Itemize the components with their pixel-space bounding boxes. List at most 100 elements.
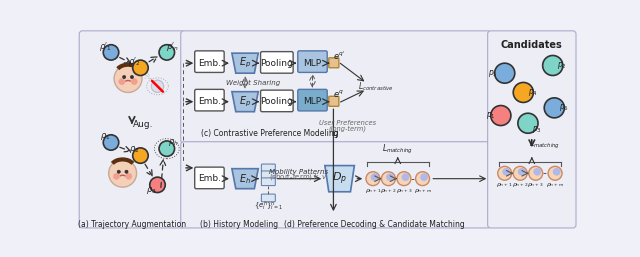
Text: $\rho_{n+3}$: $\rho_{n+3}$: [396, 187, 412, 195]
Circle shape: [415, 172, 429, 186]
Text: $p_6$: $p_6$: [559, 102, 568, 113]
FancyBboxPatch shape: [195, 51, 224, 72]
Text: (b) History Modeling: (b) History Modeling: [200, 221, 278, 230]
Text: $E_h$: $E_h$: [239, 172, 251, 186]
Text: (d) Preference Decoding & Candidate Matching: (d) Preference Decoding & Candidate Matc…: [284, 221, 465, 230]
Circle shape: [513, 166, 527, 180]
Text: MLP: MLP: [303, 97, 321, 106]
Text: $L_{matching}$: $L_{matching}$: [382, 143, 413, 156]
Text: Weight Sharing: Weight Sharing: [226, 80, 280, 86]
Text: $p_5$: $p_5$: [488, 68, 498, 79]
Circle shape: [132, 60, 148, 76]
Circle shape: [150, 177, 165, 192]
Text: $e^{q'}$: $e^{q'}$: [333, 49, 346, 62]
Circle shape: [113, 173, 120, 179]
Text: $p_4$: $p_4$: [527, 87, 538, 98]
Circle shape: [371, 173, 378, 181]
Polygon shape: [232, 169, 259, 189]
Text: $E_p$: $E_p$: [239, 56, 251, 70]
FancyBboxPatch shape: [260, 90, 293, 112]
Text: $\rho_{n+m}$: $\rho_{n+m}$: [546, 181, 564, 189]
Circle shape: [114, 65, 142, 93]
Circle shape: [366, 172, 380, 186]
Text: $p_2$: $p_2$: [557, 60, 567, 71]
Text: $\rho_{n+2}$: $\rho_{n+2}$: [512, 181, 529, 189]
Polygon shape: [325, 166, 355, 192]
FancyBboxPatch shape: [195, 89, 224, 111]
Text: Pooling: Pooling: [260, 97, 293, 106]
FancyBboxPatch shape: [261, 194, 275, 202]
Circle shape: [119, 79, 125, 85]
Circle shape: [402, 173, 410, 181]
FancyBboxPatch shape: [261, 178, 275, 186]
Text: $L_{matching}$: $L_{matching}$: [529, 138, 561, 151]
Text: (long-term): (long-term): [328, 125, 366, 132]
Text: Emb.: Emb.: [198, 59, 221, 68]
Text: Candidates: Candidates: [501, 40, 563, 50]
Text: $p_3$: $p_3$: [532, 124, 542, 135]
Circle shape: [498, 166, 511, 180]
Circle shape: [125, 173, 132, 179]
Circle shape: [123, 76, 125, 79]
Circle shape: [533, 168, 541, 176]
Circle shape: [386, 173, 394, 181]
Text: (short-term) $k,v$: (short-term) $k,v$: [269, 172, 328, 182]
Circle shape: [553, 168, 561, 176]
Text: $D_p$: $D_p$: [332, 170, 347, 187]
Circle shape: [491, 106, 511, 126]
Circle shape: [495, 63, 515, 83]
Text: $\rho_{n+1}$: $\rho_{n+1}$: [365, 187, 381, 195]
Text: $\rho_1$: $\rho_1$: [100, 131, 110, 142]
FancyBboxPatch shape: [329, 96, 339, 106]
FancyBboxPatch shape: [260, 52, 293, 73]
Circle shape: [502, 168, 510, 176]
FancyBboxPatch shape: [180, 31, 491, 143]
Circle shape: [529, 166, 543, 180]
Text: (c) Contrastive Preference Modeling: (c) Contrastive Preference Modeling: [201, 129, 339, 138]
Text: Pooling: Pooling: [260, 59, 293, 68]
FancyBboxPatch shape: [79, 31, 184, 228]
Text: $q$: $q$: [332, 129, 339, 140]
Circle shape: [518, 168, 525, 176]
Circle shape: [109, 159, 136, 187]
Text: $\rho_{n+2}$: $\rho_{n+2}$: [380, 187, 397, 195]
Text: Aug.: Aug.: [133, 120, 154, 129]
Circle shape: [125, 170, 128, 173]
FancyBboxPatch shape: [261, 164, 275, 172]
Text: $E_p$: $E_p$: [239, 95, 251, 109]
Circle shape: [103, 45, 119, 60]
Text: $L_{contrastive}$: $L_{contrastive}$: [358, 80, 394, 93]
Text: $\rho_n$: $\rho_n$: [168, 137, 179, 148]
Circle shape: [159, 141, 175, 156]
Text: $\rho'_2$: $\rho'_2$: [128, 55, 141, 68]
Text: Emb.: Emb.: [198, 174, 221, 183]
FancyBboxPatch shape: [488, 31, 576, 228]
Text: User Preferences: User Preferences: [319, 120, 376, 126]
FancyBboxPatch shape: [298, 89, 327, 111]
FancyBboxPatch shape: [195, 167, 224, 189]
Text: $\{e_i^h\}_{i=1}^n$: $\{e_i^h\}_{i=1}^n$: [254, 200, 283, 213]
Text: $\rho_2$: $\rho_2$: [129, 144, 140, 155]
Text: $p_1$: $p_1$: [486, 110, 495, 121]
Text: $\rho'_1$: $\rho'_1$: [99, 40, 112, 53]
Circle shape: [131, 76, 134, 79]
Circle shape: [518, 113, 538, 133]
Circle shape: [103, 135, 119, 150]
Circle shape: [420, 173, 428, 181]
Circle shape: [117, 170, 120, 173]
Circle shape: [159, 45, 175, 60]
Circle shape: [131, 79, 138, 85]
Circle shape: [397, 172, 411, 186]
Text: MLP: MLP: [303, 59, 321, 68]
FancyBboxPatch shape: [298, 51, 327, 72]
Polygon shape: [232, 92, 259, 112]
Text: $e^q$: $e^q$: [333, 88, 344, 99]
Text: $\rho_{n+m}$: $\rho_{n+m}$: [413, 187, 431, 195]
Circle shape: [132, 148, 148, 163]
Text: Mobility Patterns: Mobility Patterns: [269, 169, 328, 175]
Text: (a) Trajectory Augmentation: (a) Trajectory Augmentation: [78, 221, 186, 230]
FancyBboxPatch shape: [180, 142, 491, 228]
Text: Emb.: Emb.: [198, 97, 221, 106]
Circle shape: [543, 56, 563, 76]
Circle shape: [381, 172, 396, 186]
